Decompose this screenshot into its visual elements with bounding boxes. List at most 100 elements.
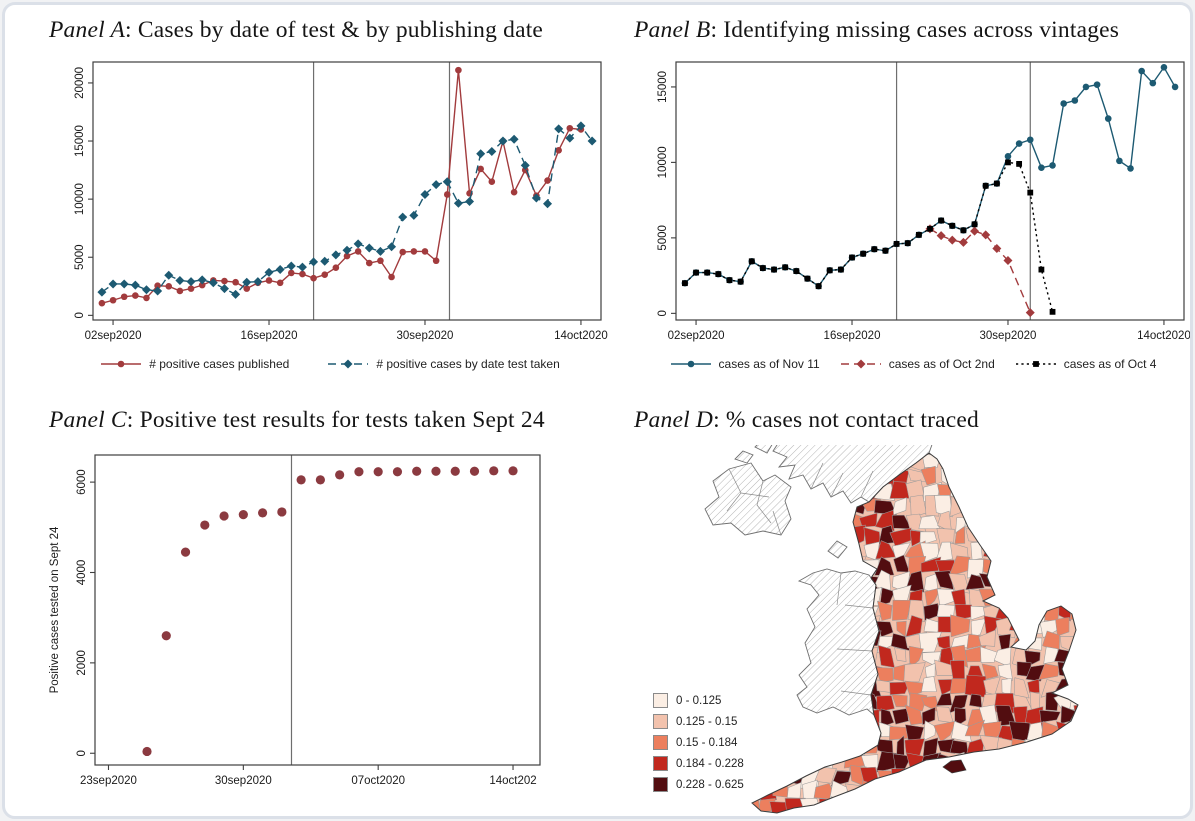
district-cell [1059,482,1075,502]
data-point [531,193,541,203]
data-point [335,470,345,480]
data-point [737,278,744,285]
data-point [453,198,463,208]
district-cell [799,721,816,741]
district-cell [786,810,805,813]
district-cell [996,453,1016,456]
district-cell [1039,813,1060,819]
district-cell [1008,618,1032,632]
legend-label: cases as of Oct 4 [1063,357,1157,371]
district-cell [1023,512,1046,533]
district-cell [1069,539,1078,558]
data-point [412,466,422,476]
data-point [297,262,307,272]
district-cell [1057,572,1070,594]
district-cell [753,586,777,606]
data-point [488,178,496,186]
district-cell [1054,558,1077,572]
data-point [387,242,397,252]
district-cell [979,755,1001,772]
district-cell [963,483,987,503]
district-cell [966,755,983,774]
district-cell [1024,494,1041,516]
data-point [120,293,128,301]
district-cell [964,719,986,737]
district-cell [1076,616,1078,635]
data-point [373,467,383,477]
district-cell [752,810,759,813]
district-cell [799,544,821,559]
data-point [1016,161,1023,167]
data-point [726,277,733,284]
legend-label: # positive cases published [149,357,290,371]
data-point [130,280,140,290]
district-cell [1070,751,1078,772]
district-cell [844,810,866,813]
data-point [1138,67,1145,75]
map-legend-row: 0 - 0.125 [653,693,744,708]
x-tick-label: 30sep2020 [980,330,1037,342]
data-point [354,248,362,255]
y-tick-label: 0 [657,310,669,316]
y-tick-label: 15000 [74,125,86,157]
district-cell [923,720,936,741]
district-cell [966,454,987,470]
district-cell [878,812,895,813]
district-cell [769,735,791,758]
data-point [476,149,486,159]
district-cell [994,798,1015,813]
region-boundary [836,648,873,652]
data-point [143,294,150,302]
district-cell [754,618,778,636]
district-cell [933,720,957,743]
map-legend-row: 0.184 - 0.228 [653,756,744,771]
district-cell [879,587,895,606]
district-cell [877,600,893,621]
data-point [1149,79,1157,87]
data-point [420,189,430,199]
district-cell [921,675,937,692]
data-point [253,277,263,287]
data-point [856,359,866,369]
data-point [175,275,185,285]
district-cell [773,630,788,647]
district-cell [1068,464,1078,485]
data-point [947,235,957,245]
district-cell [789,620,806,638]
district-cell [1026,809,1044,813]
district-cell [1028,589,1047,605]
district-cell [752,646,758,667]
map-legend-label: 0 - 0.125 [676,694,722,707]
district-cell [964,800,983,813]
district-cell [1029,800,1042,813]
data-point [837,266,844,273]
data-point [860,250,867,257]
district-cell [1027,445,1045,451]
panel-c-title-rest: : Positive test results for tests taken … [126,407,545,433]
data-point [320,256,330,266]
x-tick-label: 16sep2020 [241,330,298,342]
district-cell [995,469,1014,484]
data-point [1038,266,1045,273]
data-point [993,180,1000,187]
data-point [442,177,452,187]
data-point [904,240,911,247]
district-cell [1041,467,1061,484]
district-cell [951,466,972,486]
data-point [208,278,218,288]
data-point [299,270,306,278]
district-cell [1016,754,1029,771]
data-point [117,360,125,368]
x-tick-label: 02sep2020 [668,330,725,342]
district-cell [769,665,792,679]
district-cell [752,570,760,591]
district-cell [1010,574,1032,592]
y-tick-label: 5000 [657,225,669,251]
data-point [682,280,688,287]
district-cell [1043,766,1062,788]
district-cell [829,811,852,813]
district-cell [908,769,927,788]
data-point [353,239,363,249]
data-point [343,252,351,260]
district-cell [1038,453,1063,471]
